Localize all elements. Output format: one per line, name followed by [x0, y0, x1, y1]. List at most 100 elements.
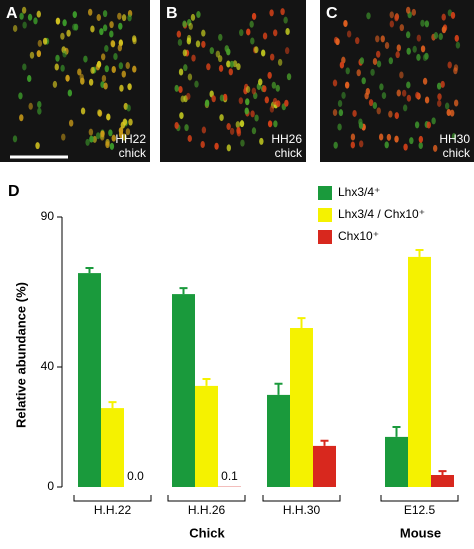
cell [239, 29, 243, 36]
cell [268, 120, 272, 127]
bar [385, 437, 408, 487]
cell [200, 141, 204, 148]
cell [19, 114, 23, 121]
cell [333, 142, 337, 149]
cell [397, 44, 401, 51]
cell [250, 38, 254, 45]
cell [388, 111, 392, 118]
cell [366, 88, 370, 95]
cell [412, 46, 416, 53]
cell [254, 46, 258, 53]
cell [132, 66, 136, 73]
cell [359, 140, 363, 147]
cell [252, 13, 256, 20]
cell [445, 103, 449, 110]
panel-caption: HH26 [271, 132, 302, 146]
cell [194, 81, 198, 88]
cell [106, 113, 110, 120]
cell [62, 51, 66, 58]
legend-label: Lhx3/4 / Chx10⁺ [338, 207, 425, 221]
cell [333, 80, 337, 87]
cell [35, 142, 39, 149]
cell [390, 21, 394, 28]
cell [351, 141, 355, 148]
panel-label: A [6, 5, 18, 22]
panel-label: D [8, 183, 20, 200]
cell [97, 61, 101, 68]
cell [377, 107, 381, 114]
cell [119, 85, 123, 92]
cell [451, 12, 455, 19]
cell [227, 144, 231, 151]
cell [379, 133, 383, 140]
cell [121, 122, 125, 129]
cell [206, 63, 210, 70]
cell [18, 92, 22, 99]
cell [68, 90, 72, 97]
error-bar [416, 250, 424, 257]
cell [118, 44, 122, 51]
cell [395, 51, 399, 58]
cell [246, 28, 250, 35]
error-bar [393, 427, 401, 437]
cell [437, 100, 441, 107]
cell [397, 90, 401, 97]
cell [99, 28, 103, 35]
cell [65, 75, 69, 82]
cell [62, 19, 66, 26]
cell [220, 94, 224, 101]
cell [119, 62, 123, 69]
cell [236, 121, 240, 128]
panel-caption: chick [443, 146, 471, 160]
cell [419, 142, 423, 149]
cell [273, 29, 277, 36]
cell [177, 31, 181, 38]
cell [102, 75, 106, 82]
bar [267, 395, 290, 487]
cell [276, 85, 280, 92]
cell [83, 56, 87, 63]
cell [423, 78, 427, 85]
cell [270, 54, 274, 61]
cell [37, 108, 41, 115]
cell [188, 135, 192, 142]
legend-swatch [318, 186, 332, 200]
cell [406, 31, 410, 38]
error-bar [321, 441, 329, 446]
cell [419, 136, 423, 143]
cell [126, 62, 130, 69]
cell [183, 49, 187, 56]
cell [13, 25, 17, 32]
cell [179, 69, 183, 76]
cell [375, 35, 379, 42]
cell [37, 101, 41, 108]
cell [424, 53, 428, 60]
cell [90, 67, 94, 74]
cell [402, 90, 406, 97]
cell [22, 7, 26, 14]
cell [387, 134, 391, 141]
cell [263, 32, 267, 39]
bar [78, 273, 101, 487]
panel-caption: chick [275, 146, 303, 160]
cell [43, 38, 47, 45]
cell [60, 65, 64, 72]
cell [351, 134, 355, 141]
value-label: 0.1 [221, 469, 238, 483]
cell [56, 18, 60, 25]
legend-label: Chx10⁺ [338, 229, 379, 243]
cell [174, 85, 178, 92]
x-tick-label: H.H.26 [188, 503, 226, 517]
cell [219, 65, 223, 72]
cell [239, 97, 243, 104]
cell [409, 137, 413, 144]
cell [379, 83, 383, 90]
cell [333, 109, 337, 116]
cell [284, 100, 288, 107]
cell [415, 92, 419, 99]
cell [77, 69, 81, 76]
cell [431, 117, 435, 124]
cell [225, 45, 229, 52]
cell [403, 144, 407, 151]
